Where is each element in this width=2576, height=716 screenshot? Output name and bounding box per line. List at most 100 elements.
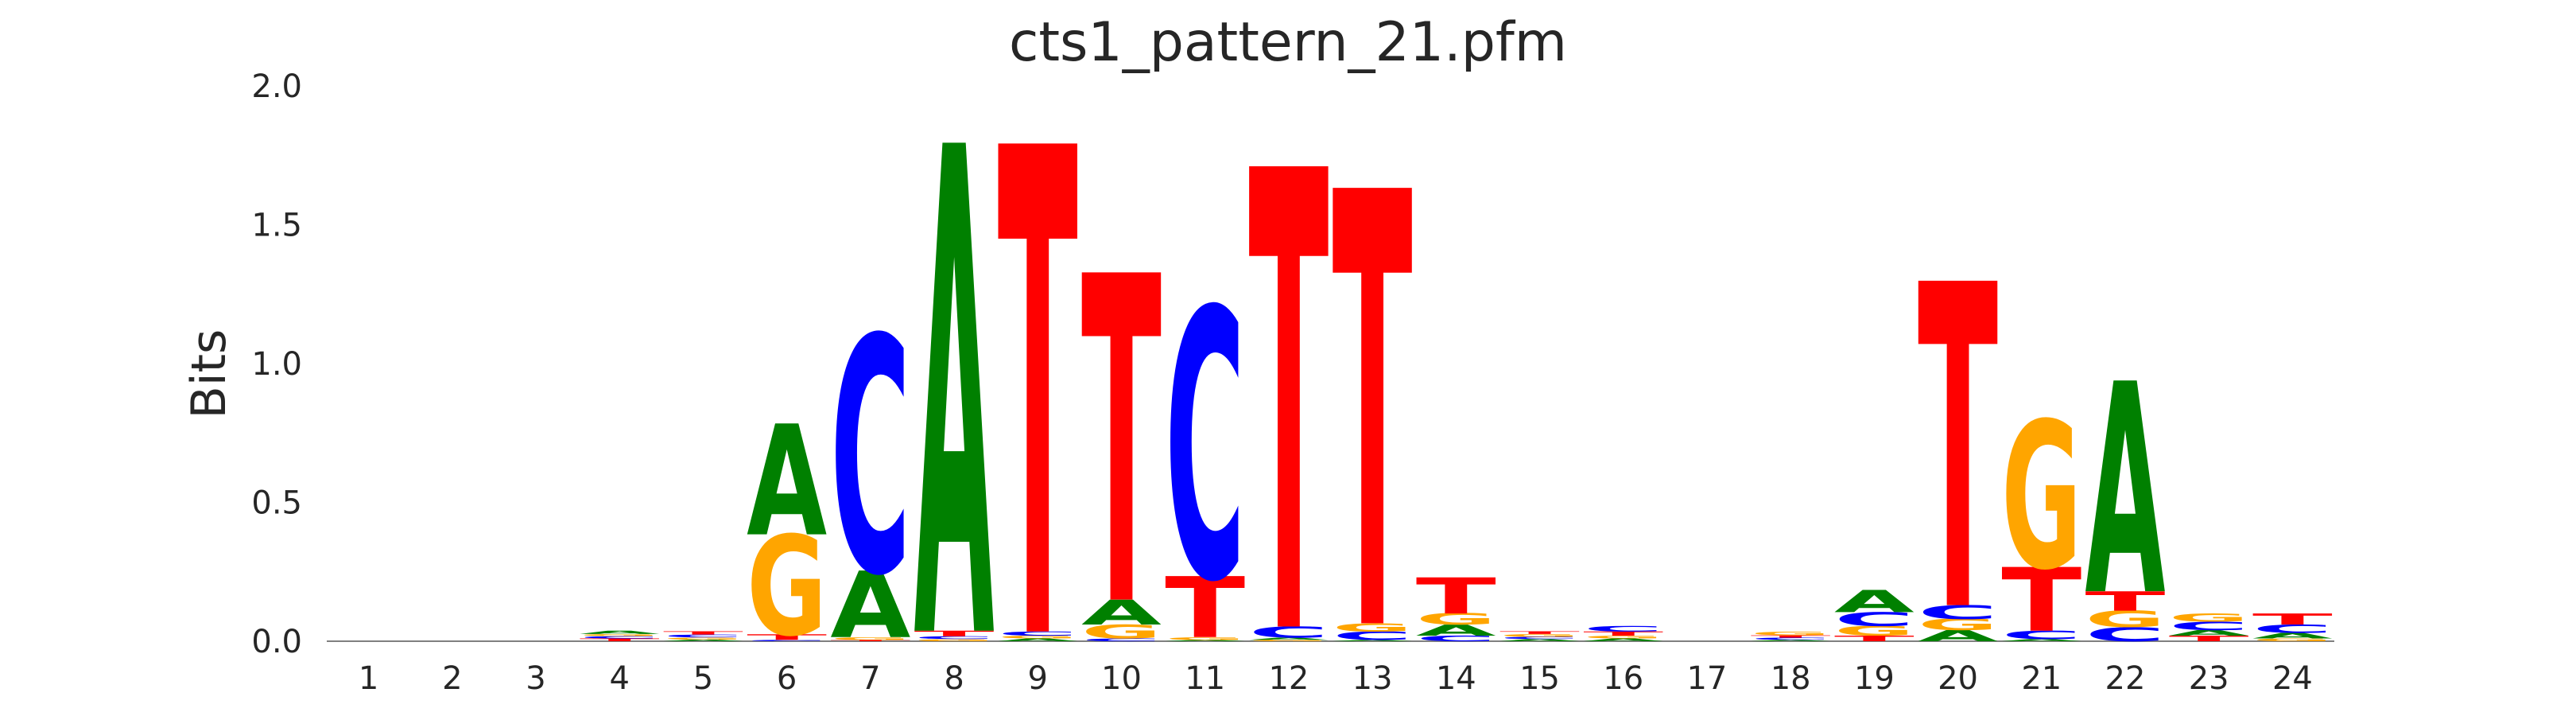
logo-letter-A-pos-18: A (1751, 640, 1831, 642)
logo-letter-A-pos-7: A (830, 552, 910, 659)
x-tick-label: 19 (1854, 660, 1895, 697)
y-tick-label: 1.0 (251, 346, 302, 383)
logo-letter-A-pos-16: A (1583, 638, 1663, 643)
logo-letter-G-pos-11: G (1165, 636, 1245, 641)
logo-letter-A-pos-14: A (1416, 621, 1496, 639)
logo-letter-A-pos-4: A (580, 630, 661, 636)
logo-letter-T-pos-24: T (2252, 610, 2333, 628)
logo-letter-T-pos-6: T (747, 632, 827, 641)
x-tick-label: 18 (1771, 660, 1811, 697)
logo-letter-A-pos-24: A (2252, 632, 2334, 640)
logo-letter-C-pos-8: C (914, 636, 995, 640)
logo-letter-T-pos-18: T (1751, 635, 1831, 638)
logo-letter-C-pos-10: C (1081, 638, 1162, 643)
logo-letter-C-pos-14: C (1416, 634, 1496, 643)
logo-letter-A-pos-23: A (2169, 628, 2250, 637)
logo-letter-C-pos-13: C (1333, 629, 1413, 643)
logo-letter-G-pos-16: G (1583, 635, 1663, 640)
x-tick-label: 9 (1028, 660, 1048, 697)
logo-letter-C-pos-23: C (2169, 620, 2249, 633)
logo-letter-G-pos-7: G (830, 636, 910, 641)
logo-letter-T-pos-22: T (2085, 586, 2165, 617)
logo-letter-A-pos-6: A (747, 393, 827, 570)
y-tick-label: 0.5 (251, 485, 302, 522)
logo-letter-C-pos-22: C (2085, 624, 2165, 646)
logo-letter-G-pos-10: G (1081, 621, 1162, 643)
logo-letter-G-pos-4: G (580, 633, 660, 636)
logo-letter-C-pos-20: C (1918, 601, 1998, 624)
logo-letter-A-pos-21: A (2001, 638, 2081, 641)
logo-letter-C-pos-18: C (1751, 637, 1831, 640)
x-tick-label: 4 (610, 660, 630, 697)
logo-letter-A-pos-13: A (1333, 640, 1413, 642)
logo-letter-T-pos-14: T (1416, 568, 1496, 625)
logo-letter-A-pos-10: A (1081, 593, 1162, 632)
x-tick-label: 22 (2105, 660, 2146, 697)
y-axis-label: Bits (181, 329, 237, 419)
chart-title: cts1_pattern_21.pfm (1008, 11, 1568, 74)
x-tick-label: 16 (1603, 660, 1643, 697)
x-tick-label: 6 (777, 660, 797, 697)
logo-letter-T-pos-20: T (1918, 193, 1999, 710)
logo-letter-T-pos-15: T (1499, 630, 1580, 635)
logo-letter-T-pos-21: T (2001, 550, 2081, 652)
logo-letter-G-pos-22: G (2085, 606, 2165, 632)
logo-letter-T-pos-11: T (1165, 560, 1245, 657)
logo-letter-C-pos-21: C (2001, 628, 2081, 642)
x-tick-label: 11 (1185, 660, 1225, 697)
logo-letter-A-pos-20: A (1918, 627, 1998, 644)
x-tick-label: 12 (1268, 660, 1309, 697)
logo-letter-T-pos-4: T (580, 638, 660, 643)
logo-letter-T-pos-9: T (998, 11, 1079, 716)
logo-letter-G-pos-24: G (2252, 638, 2333, 643)
logo-letter-A-pos-8: A (914, 10, 995, 716)
y-tick-label: 0.0 (251, 624, 302, 660)
logo-letter-G-pos-6: G (747, 508, 827, 667)
x-tick-label: 3 (526, 660, 545, 697)
x-tick-label: 2 (442, 660, 462, 697)
x-tick-label: 8 (944, 660, 964, 697)
logo-letter-T-pos-16: T (1583, 630, 1663, 636)
axis-layer: 0.00.51.01.52.01 2 3 4 5 6 7 8 9 10 11 12 13 14 15 16 17… (251, 68, 2334, 697)
logo-letter-G-pos-15: G (1499, 633, 1580, 638)
logo-letter-C-pos-19: C (1834, 609, 1915, 631)
logo-letter-C-pos-5: C (663, 634, 743, 639)
logo-letter-A-pos-22: A (2085, 325, 2166, 660)
logo-letter-A-pos-15: A (1499, 638, 1580, 641)
logo-letter-G-pos-8: G (914, 638, 995, 641)
logo-letter-C-pos-15: C (1499, 636, 1580, 640)
logo-letter-T-pos-23: T (2169, 634, 2249, 643)
logo-letter-T-pos-12: T (1248, 41, 1329, 716)
logo-letter-G-pos-23: G (2169, 611, 2249, 625)
x-tick-label: 10 (1101, 660, 1142, 697)
x-tick-label: 14 (1436, 660, 1476, 697)
logo-letter-G-pos-5: G (663, 636, 743, 640)
logo-letter-A-pos-12: A (1248, 637, 1329, 640)
x-tick-label: 1 (359, 660, 378, 697)
logo-letter-C-pos-24: C (2252, 622, 2333, 636)
logo-letter-G-pos-9: G (998, 635, 1078, 640)
x-tick-label: 15 (1519, 660, 1560, 697)
x-tick-label: 5 (693, 660, 713, 697)
logo-letter-T-pos-7: T (830, 640, 910, 642)
x-tick-label: 13 (1352, 660, 1393, 697)
logo-letter-G-pos-13: G (1333, 621, 1413, 635)
logo-letter-A-pos-19: A (1834, 584, 1915, 620)
logo-letter-T-pos-19: T (1834, 634, 1915, 643)
logo-letter-A-pos-9: A (998, 638, 1078, 643)
logo-letter-G-pos-20: G (1918, 616, 1998, 633)
logo-letter-T-pos-5: T (663, 630, 743, 636)
y-tick-label: 2.0 (251, 68, 302, 105)
logo-letter-C-pos-4: C (580, 636, 660, 639)
logo-letter-T-pos-10: T (1081, 184, 1162, 706)
logo-letter-C-pos-6: C (747, 640, 827, 642)
x-tick-label: 20 (1938, 660, 1978, 697)
logo-letter-C-pos-16: C (1583, 625, 1663, 633)
logo-letter-C-pos-7: C (830, 270, 910, 647)
logo-letter-G-pos-19: G (1834, 624, 1915, 639)
x-tick-label: 21 (2021, 660, 2062, 697)
logo-letter-A-pos-5: A (663, 639, 743, 641)
logo-letter-C-pos-9: C (998, 630, 1078, 636)
